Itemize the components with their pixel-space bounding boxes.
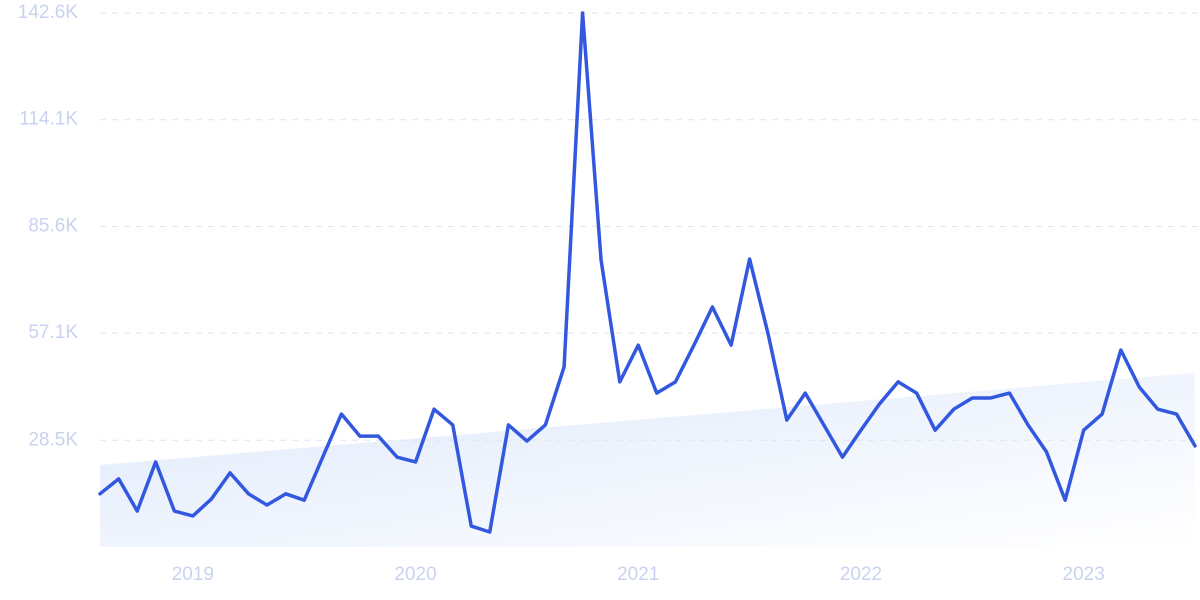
y-tick-label: 85.6K <box>28 215 78 236</box>
x-tick-label: 2023 <box>1063 564 1105 585</box>
trend-area <box>100 372 1195 547</box>
y-tick-label: 57.1K <box>28 322 78 343</box>
y-tick-label: 28.5K <box>28 429 78 450</box>
y-tick-label: 142.6K <box>18 2 79 23</box>
y-tick-label: 114.1K <box>19 109 78 130</box>
data-line <box>98 11 1197 534</box>
x-tick-label: 2021 <box>617 564 659 585</box>
x-tick-label: 2022 <box>840 564 882 585</box>
x-tick-label: 2020 <box>394 564 436 585</box>
x-tick-label: 2019 <box>172 564 214 585</box>
